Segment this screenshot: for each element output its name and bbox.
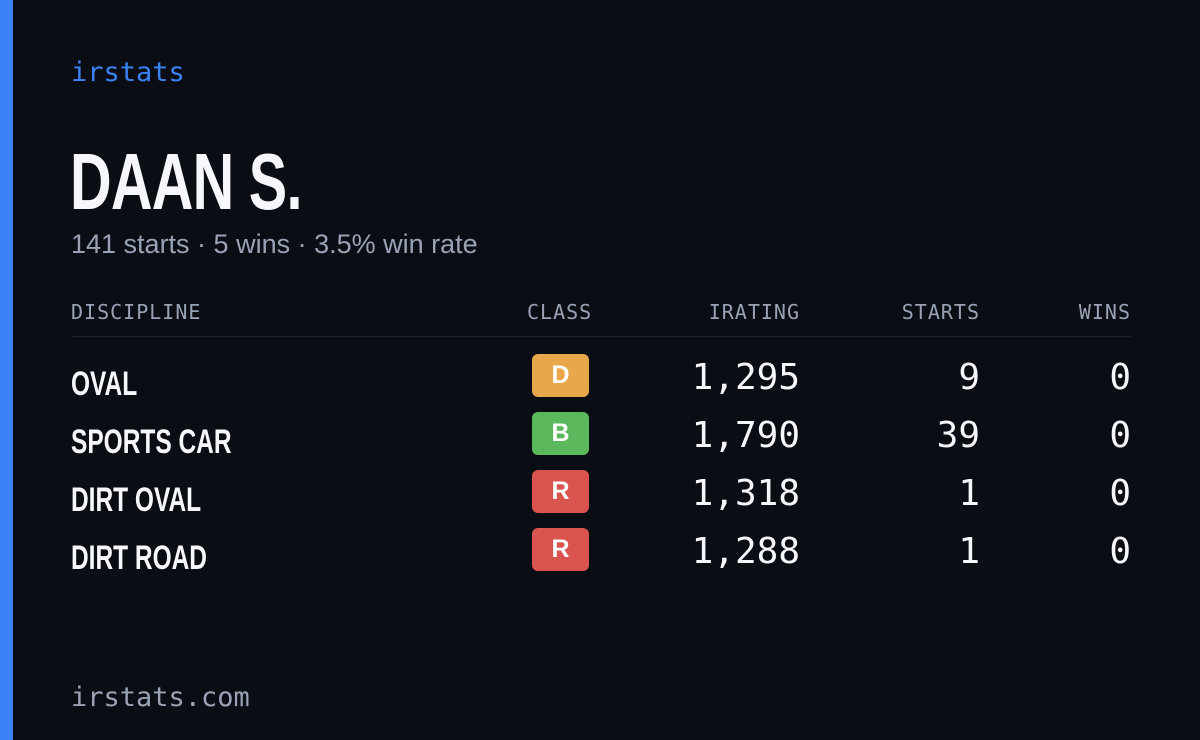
header-class: CLASS xyxy=(527,300,593,324)
driver-summary: 141 starts · 5 wins · 3.5% win rate xyxy=(71,229,478,259)
table-row: SPORTS CAR B 1,790 39 0 xyxy=(71,408,1131,466)
table-header: DISCIPLINE CLASS IRATING STARTS WINS xyxy=(71,298,1131,337)
discipline-name: DIRT ROAD xyxy=(71,539,208,577)
table-row: DIRT ROAD R 1,288 1 0 xyxy=(71,524,1131,582)
starts-value: 39 xyxy=(936,415,980,456)
wins-value: 0 xyxy=(1109,531,1131,572)
brand-logo: irstats xyxy=(71,57,185,88)
class-badge: R xyxy=(532,528,589,571)
discipline-name: DIRT OVAL xyxy=(71,481,202,519)
starts-value: 1 xyxy=(958,473,980,514)
discipline-name: OVAL xyxy=(71,365,138,403)
accent-bar xyxy=(0,0,13,740)
starts-value: 1 xyxy=(958,531,980,572)
discipline-table: OVAL D 1,295 9 0 SPORTS CAR B 1,790 39 0… xyxy=(71,350,1131,582)
header-wins: WINS xyxy=(1078,300,1131,324)
driver-name: DAAN S. xyxy=(70,137,302,226)
wins-value: 0 xyxy=(1109,415,1131,456)
footer-url: irstats.com xyxy=(71,682,250,713)
irating-value: 1,288 xyxy=(691,531,800,572)
header-starts: STARTS xyxy=(901,300,980,324)
table-row: OVAL D 1,295 9 0 xyxy=(71,350,1131,408)
irating-value: 1,790 xyxy=(691,415,800,456)
discipline-name: SPORTS CAR xyxy=(71,423,232,461)
starts-value: 9 xyxy=(958,357,980,398)
class-badge: R xyxy=(532,470,589,513)
irating-value: 1,318 xyxy=(691,473,800,514)
header-discipline: DISCIPLINE xyxy=(71,300,202,324)
class-badge: D xyxy=(532,354,589,397)
table-row: DIRT OVAL R 1,318 1 0 xyxy=(71,466,1131,524)
wins-value: 0 xyxy=(1109,473,1131,514)
irating-value: 1,295 xyxy=(691,357,800,398)
class-badge: B xyxy=(532,412,589,455)
header-irating: IRATING xyxy=(708,300,800,324)
wins-value: 0 xyxy=(1109,357,1131,398)
